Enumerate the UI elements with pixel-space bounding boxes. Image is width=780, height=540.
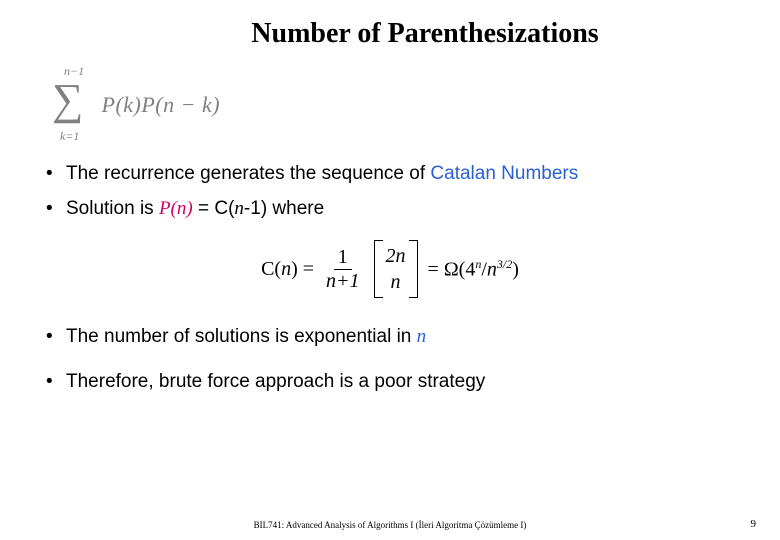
- catalan-formula: C(n) = 1 n+1 2n n = Ω(4n/n3/2): [30, 237, 750, 301]
- bullet-2-post: -1) where: [244, 198, 324, 219]
- omega-n2: n: [487, 258, 497, 280]
- omega-open: Ω(4: [444, 258, 476, 280]
- bullet-2-mid: = C(: [193, 198, 235, 219]
- sigma-symbol: n−1 ∑ k=1: [50, 70, 96, 140]
- sigma-glyph: ∑: [52, 78, 83, 122]
- omega-term: = Ω(4n/n3/2): [428, 257, 519, 282]
- lhs-c: C(: [261, 258, 281, 280]
- lhs-n: n: [281, 258, 291, 280]
- bracket-left: [372, 240, 382, 298]
- bullet-2-pre: Solution is: [66, 198, 159, 219]
- bullet-1-text: The recurrence generates the sequence of: [66, 163, 430, 184]
- binomial-top: 2n: [386, 243, 406, 269]
- summation-formula: n−1 ∑ k=1 P(k)P(n − k): [50, 70, 750, 150]
- pn-term: P(n): [159, 198, 193, 219]
- bullet-3-n: n: [417, 326, 427, 347]
- bullet-list: The recurrence generates the sequence of…: [30, 160, 750, 223]
- bullet-1: The recurrence generates the sequence of…: [40, 160, 750, 189]
- bullet-list-2: The number of solutions is exponential i…: [30, 323, 750, 396]
- bullet-4-text: Therefore, brute force approach is a poo…: [66, 371, 485, 392]
- formula-lhs: C(n) =: [261, 258, 314, 281]
- footer-text: BIL741: Advanced Analysis of Algorithms …: [0, 520, 780, 530]
- page-number: 9: [751, 518, 757, 530]
- slide: Number of Parenthesizations n−1 ∑ k=1 P(…: [0, 0, 780, 540]
- bullet-2: Solution is P(n) = C(n-1) where: [40, 195, 750, 224]
- binomial-bottom: n: [391, 269, 401, 295]
- sigma-lower-limit: k=1: [60, 129, 79, 144]
- bullet-3: The number of solutions is exponential i…: [40, 323, 750, 352]
- summation-body: P(k)P(n − k): [102, 92, 221, 118]
- page-title: Number of Parenthesizations: [100, 18, 750, 50]
- binomial: 2n n: [372, 240, 420, 298]
- bullet-4: Therefore, brute force approach is a poo…: [40, 368, 750, 397]
- catalan-link: Catalan Numbers: [430, 163, 578, 184]
- bullet-3-text: The number of solutions is exponential i…: [66, 326, 417, 347]
- omega-close: ): [512, 258, 519, 280]
- omega-exp-32: 3/2: [497, 257, 512, 271]
- bracket-right: [410, 240, 420, 298]
- fraction-numerator: 1: [334, 246, 352, 270]
- binomial-body: 2n n: [382, 240, 410, 298]
- lhs-close: ) =: [291, 258, 314, 280]
- fraction-denominator: n+1: [322, 270, 364, 293]
- fraction: 1 n+1: [322, 246, 364, 293]
- bullet-2-n: n: [234, 198, 244, 219]
- eq-sign: =: [428, 258, 444, 280]
